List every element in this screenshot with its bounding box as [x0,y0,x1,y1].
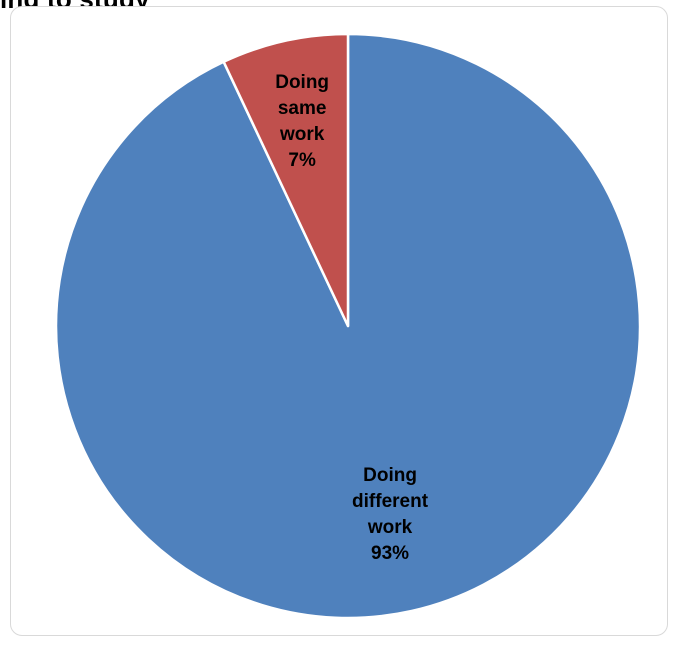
pie-labels: Doing different work 93% Doing same work 7% [275,72,428,564]
slice-label-line: 93% [371,543,409,564]
pie-slice-doing-different-work [54,32,642,620]
slice-label-line: Doing [275,72,329,93]
slice-label-line: Doing [363,465,417,486]
slice-label-doing-same-work: Doing same work 7% [275,72,329,171]
slice-label-line: 7% [288,150,316,171]
slice-label-line: different [352,491,429,512]
slice-label-line: work [279,124,325,145]
pie-slice-doing-same-work [222,32,350,328]
slice-label-line: work [367,517,413,538]
slice-label-doing-different-work: Doing different work 93% [352,465,429,564]
slice-label-line: same [278,98,327,119]
pie-slices [54,32,642,620]
